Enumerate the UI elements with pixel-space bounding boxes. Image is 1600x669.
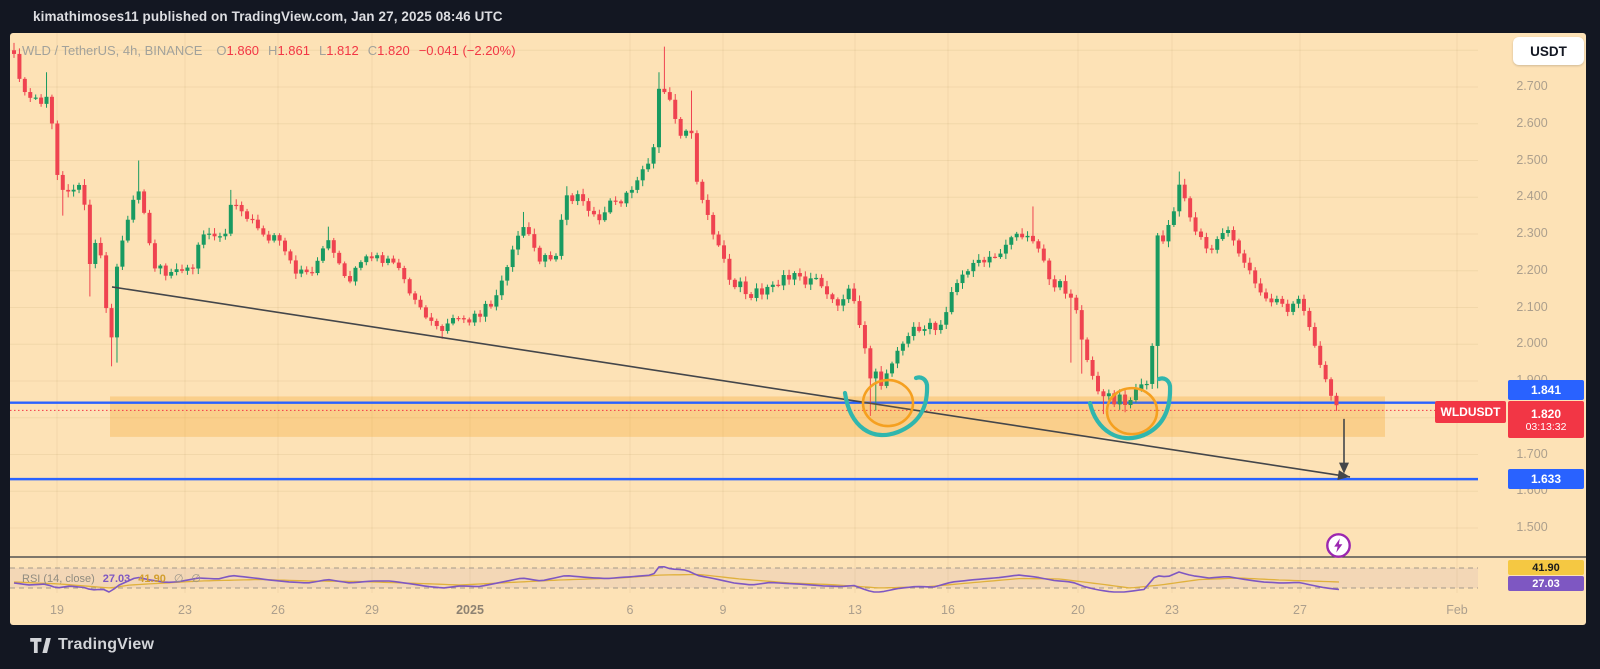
change-value: −0.041 (−2.20%) — [418, 43, 516, 58]
time-axis-label: 23 — [178, 603, 192, 617]
publish-header: kimathimoses11 published on TradingView.… — [0, 0, 1600, 33]
annotation-circle[interactable] — [1105, 386, 1159, 436]
ohlc-value: 1.861 — [277, 43, 310, 58]
symbol-title: WLD / TetherUS, 4h, BINANCE — [22, 43, 203, 58]
rsi-empty-icon: ∅ — [173, 573, 184, 585]
lower-level-price-label: 1.633 — [1508, 469, 1584, 490]
grid-lines — [10, 33, 1478, 593]
time-axis-label: 19 — [50, 603, 64, 617]
price-axis-label: 1.500 — [1516, 520, 1548, 534]
boost-lightning-button[interactable] — [1325, 532, 1352, 559]
chart-canvas[interactable] — [10, 33, 1586, 625]
rsi-ma-axis-label: 41.90 — [1508, 560, 1584, 575]
down-arrowhead — [1339, 462, 1349, 474]
price-axis-label: 2.300 — [1516, 226, 1548, 240]
ohlc-key: O — [216, 43, 227, 58]
time-axis-label: 6 — [626, 603, 634, 617]
currency-toggle-button[interactable]: USDT — [1513, 37, 1584, 65]
ohlc-value: 1.820 — [377, 43, 410, 58]
annotation-swoosh-curve[interactable] — [842, 375, 930, 438]
tradingview-logo-icon — [30, 637, 51, 653]
price-axis-label: 2.500 — [1516, 152, 1548, 167]
time-axis-label: Feb — [1446, 603, 1468, 617]
symbol-legend: WLD / TetherUS, 4h, BINANCE O1.860 H1.861 L… — [22, 43, 516, 58]
last-price-label: 1.820 03:13:32 — [1508, 401, 1584, 439]
time-axis-label: 23 — [1165, 603, 1179, 617]
time-axis-label: 20 — [1071, 603, 1085, 617]
rsi-title: RSI (14, close) — [22, 573, 95, 585]
bar-countdown: 03:13:32 — [1525, 420, 1567, 433]
rsi-ma-value: 41.90 — [138, 573, 166, 585]
publish-header-text: kimathimoses11 published on TradingView.… — [33, 9, 503, 24]
ohlc-values: O1.860 H1.861 L1.812 C1.820 — [216, 43, 418, 58]
time-axis-label: 16 — [941, 603, 955, 617]
lightning-bolt-icon — [1334, 538, 1343, 553]
symbol-price-tag: WLDUSDT — [1435, 401, 1506, 424]
trendline-arrowhead — [1337, 470, 1350, 481]
price-axis-label: 1.700 — [1516, 446, 1548, 461]
rsi-line — [13, 565, 1340, 593]
rsi-legend: RSI (14, close) 27.03 41.90 ∅ ∅ — [22, 572, 201, 585]
price-axis-label: 2.000 — [1516, 336, 1548, 351]
ohlc-value: 1.812 — [326, 43, 359, 58]
rsi-band-fill — [10, 568, 1478, 588]
rsi-ma-line — [13, 573, 1340, 589]
footer-bar: TradingView — [0, 625, 1600, 669]
time-axis-label: 29 — [365, 603, 379, 617]
chart-pane[interactable]: WLD / TetherUS, 4h, BINANCE O1.860 H1.861 L… — [10, 33, 1586, 625]
descending-trendline[interactable] — [111, 286, 1351, 478]
upper-level-price-label: 1.841 — [1508, 380, 1584, 401]
time-axis-label: 9 — [719, 603, 727, 617]
time-axis-label: 2025 — [456, 603, 484, 617]
price-axis-label: 2.100 — [1516, 299, 1548, 314]
tradingview-logo-text: TradingView — [58, 636, 155, 653]
annotation-swoosh-curve[interactable] — [1087, 376, 1173, 441]
price-axis-label: 2.200 — [1516, 262, 1548, 277]
time-axis-label: 13 — [848, 603, 862, 617]
time-axis-label: 27 — [1293, 603, 1307, 617]
time-axis-label: 26 — [271, 603, 285, 617]
annotation-circle[interactable] — [861, 378, 915, 428]
ohlc-key: H — [268, 43, 278, 58]
rsi-value: 27.03 — [102, 573, 131, 585]
ohlc-key: L — [318, 43, 327, 58]
candlestick-series — [12, 42, 1339, 416]
tradingview-logo[interactable]: TradingView — [30, 636, 154, 654]
price-axis-label: 2.400 — [1516, 189, 1548, 204]
ohlc-value: 1.860 — [226, 43, 260, 58]
rsi-empty-icon: ∅ — [191, 573, 201, 585]
ohlc-key: C — [367, 43, 378, 58]
price-axis-label: 2.600 — [1516, 115, 1548, 130]
rsi-axis-label: 27.03 — [1508, 576, 1584, 591]
price-axis-label: 2.700 — [1516, 79, 1548, 93]
